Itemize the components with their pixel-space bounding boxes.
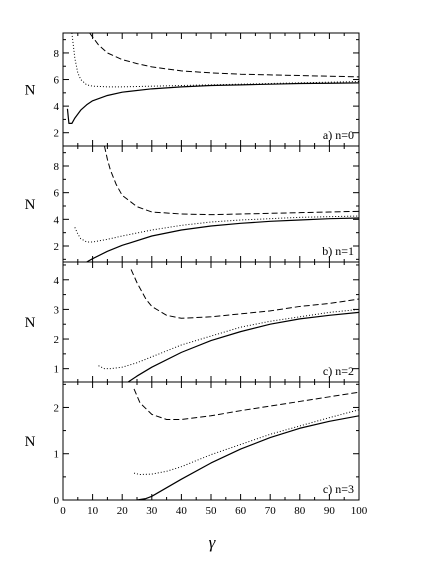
x-tick-label: 80 xyxy=(294,505,306,517)
y-tick-label: 2 xyxy=(54,128,60,140)
series-line-solid xyxy=(127,311,359,382)
y-tick-label: 6 xyxy=(54,188,60,200)
series-line-dotted xyxy=(74,215,359,243)
series-group xyxy=(133,388,359,500)
y-axis-label: N xyxy=(25,434,36,450)
panel-1: 2 4 6 8 Nb) n=1 xyxy=(25,145,360,263)
y-tick-label: 6 xyxy=(54,75,60,87)
series-line-solid xyxy=(86,217,359,262)
panel-label: c) n=2 xyxy=(323,364,354,378)
series-line-dashed xyxy=(130,269,359,319)
series-line-solid xyxy=(136,415,359,500)
x-tick-label: 100 xyxy=(351,505,368,517)
x-tick-label: 20 xyxy=(117,505,129,517)
panel-0: 2 4 6 8 Na) n=0 xyxy=(25,32,360,147)
panel-frame xyxy=(62,32,360,147)
x-tick-label: 0 xyxy=(60,505,66,517)
y-tick-label: 8 xyxy=(54,48,60,60)
x-tick-label: 60 xyxy=(235,505,247,517)
y-tick-label: 0 xyxy=(54,495,60,507)
series-group xyxy=(66,33,359,124)
panel-label: c) n=3 xyxy=(323,482,354,496)
series-line-dashed xyxy=(89,33,359,78)
x-tick-label: 50 xyxy=(206,505,218,517)
series-line-solid xyxy=(66,82,359,124)
panel-frame xyxy=(62,145,360,263)
y-axis-label: N xyxy=(25,197,36,213)
y-tick-label: 1 xyxy=(54,449,60,461)
y-tick-label: 2 xyxy=(54,241,60,253)
y-tick-label: 4 xyxy=(54,275,60,287)
series-group xyxy=(74,146,359,262)
y-axis-label: N xyxy=(25,83,36,99)
panel-frame xyxy=(62,381,360,501)
x-tick-label: 40 xyxy=(176,505,188,517)
x-tick-label: 10 xyxy=(87,505,99,517)
x-axis-label: γ xyxy=(209,533,217,552)
series-group xyxy=(98,269,359,382)
y-tick-label: 2 xyxy=(54,334,60,346)
x-tick-label: 90 xyxy=(324,505,336,517)
series-line-dashed xyxy=(103,146,359,216)
series-line-dotted xyxy=(98,308,359,370)
y-tick-label: 2 xyxy=(54,402,60,414)
y-tick-label: 4 xyxy=(54,214,60,226)
series-line-dashed xyxy=(133,388,359,420)
y-tick-label: 3 xyxy=(54,304,60,316)
panel-label: b) n=1 xyxy=(322,244,354,258)
series-line-dotted xyxy=(71,33,359,88)
y-tick-label: 4 xyxy=(54,101,60,113)
panel-frame xyxy=(62,261,360,383)
y-axis-label: N xyxy=(25,315,36,331)
x-tick-label: 30 xyxy=(146,505,158,517)
y-tick-label: 8 xyxy=(54,161,60,173)
panel-2: 1 2 3 4 Nc) n=2 xyxy=(25,261,360,383)
panel-3: 0 1 2 Nc) n=3 0 10 20 30 40 50 60 70 80 90 100 xyxy=(25,381,368,517)
x-tick-label: 70 xyxy=(265,505,277,517)
panels: 2 4 6 8 Na) n=0 2 4 6 8 Nb) n=1 1 2 3 4 Nc) n=2 0 1 2 Nc) … xyxy=(25,32,368,517)
y-tick-label: 1 xyxy=(54,364,60,376)
panel-label: a) n=0 xyxy=(323,128,354,142)
